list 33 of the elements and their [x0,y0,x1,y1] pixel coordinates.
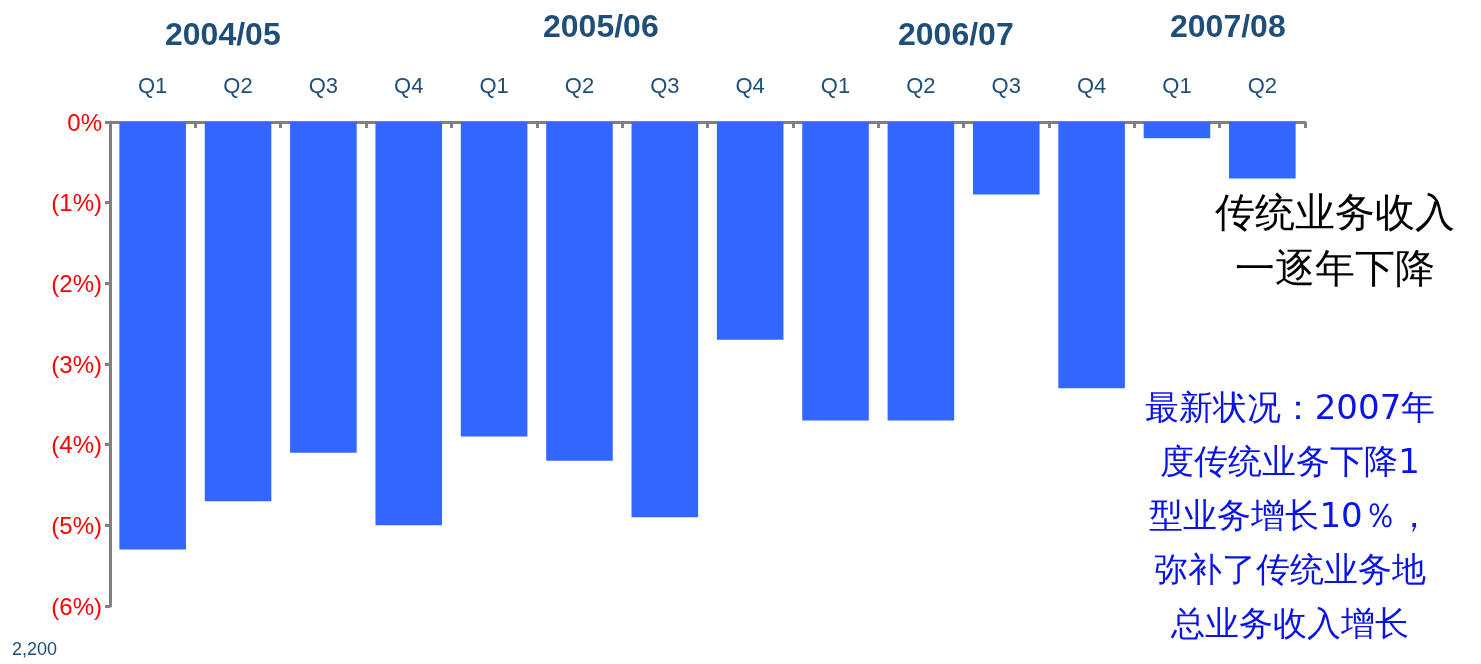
annotation: 传统业务收入 [1215,189,1455,235]
x-tick-label: Q1 [1162,72,1192,98]
y-tick-label: 0% [67,108,102,136]
text: 2005/06 [543,8,659,44]
annotation: 型业务增长10％， [1149,495,1431,535]
x-tick-label: Q4 [1076,72,1107,98]
x-tick-label: Q4 [735,72,765,98]
annotation: 最新状况：2007年 [1144,387,1436,427]
y-tick-label: (2%) [51,269,102,297]
y-tick-label: (3%) [51,350,102,378]
y-tick-label: (5%) [51,511,102,539]
annotation: 一逐年下降 [1235,245,1435,291]
x-tick-label: Q1 [138,72,168,98]
x-tick-label: Q2 [223,72,253,98]
x-tick-label: Q3 [991,72,1021,98]
annotation: 弥补了传统业务地 [1154,549,1426,589]
annotation: 总业务收入增长 [1170,603,1409,643]
x-tick-label: Q4 [394,72,424,98]
x-tick-label: Q2 [1247,72,1277,98]
x-tick-label: Q2 [564,72,595,98]
text: 2007/08 [1170,8,1286,44]
x-tick-label: Q1 [479,72,509,98]
x-tick-label: Q2 [906,72,936,98]
y-tick-label: (6%) [51,592,102,620]
text: 2,200 [12,639,58,659]
y-tick-label: (1%) [51,189,102,217]
annotation: 度传统业务下降1 [1160,441,1420,481]
x-tick-label: Q1 [820,72,851,98]
x-tick-label: Q3 [650,72,680,98]
y-tick-label: (4%) [51,431,102,459]
text: 2004/05 [165,16,281,52]
text: 2006/07 [898,16,1014,52]
x-tick-label: Q3 [308,72,339,98]
